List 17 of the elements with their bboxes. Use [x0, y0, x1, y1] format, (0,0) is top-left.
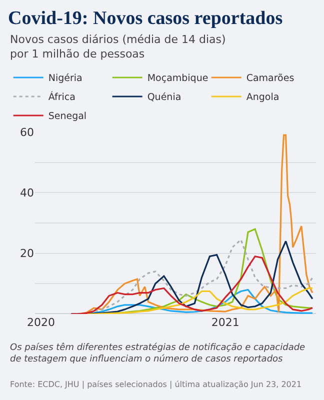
y-tick-label: 20: [20, 247, 34, 260]
source-note: Fonte: ECDC, JHU | países selecionados | última atualização Jun 23, 2021: [10, 380, 302, 389]
line-series: [70, 256, 314, 314]
legend-label: Nigéria: [48, 73, 82, 84]
legend-label: África: [48, 91, 76, 104]
text: Os países têm diferentes estratégias de notificação e capacidade de testagem que influenciam o número de casos reportados: [10, 342, 306, 365]
legend-label: Angola: [246, 92, 280, 104]
legend-label: Senegal: [48, 111, 87, 122]
x-tick-label: 2021: [211, 316, 240, 329]
chart-subtitle: Novos casos diários (média de 14 dias) por 1 milhão de pessoas: [10, 33, 226, 60]
legend-label: Moçambique: [147, 73, 208, 84]
legend-label: Quénia: [147, 92, 182, 104]
x-tick-label: 2020: [27, 316, 56, 329]
chart-title: Covid-19: Novos casos reportados: [8, 8, 283, 29]
y-tick-label: 40: [20, 186, 34, 200]
y-tick-label: 60: [20, 126, 34, 139]
legend-label: Camarões: [246, 73, 294, 84]
